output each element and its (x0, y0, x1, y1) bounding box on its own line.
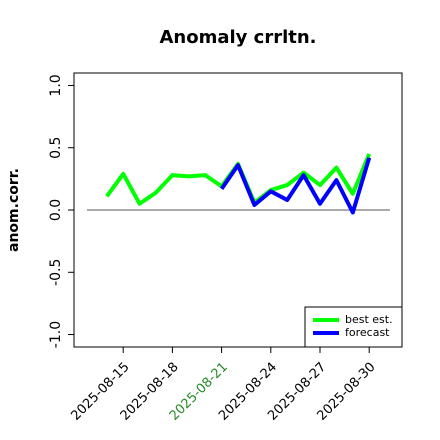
chart-title: Anomaly crrltn. (159, 27, 316, 48)
plot-frame (73, 72, 403, 348)
legend-label: forecast (345, 326, 390, 339)
series-line (105, 153, 372, 206)
y-tick-label: 1.0 (48, 74, 64, 96)
y-axis-label: anom.corr. (6, 168, 22, 252)
legend-label: best est. (345, 313, 393, 326)
legend-box (304, 306, 403, 348)
y-tick-label: 0.0 (48, 199, 64, 221)
y-tick-label: 0.5 (48, 137, 64, 159)
y-tick-label: -0.5 (48, 259, 64, 286)
y-tick-label: -1.0 (48, 321, 64, 348)
series-line (219, 157, 372, 215)
